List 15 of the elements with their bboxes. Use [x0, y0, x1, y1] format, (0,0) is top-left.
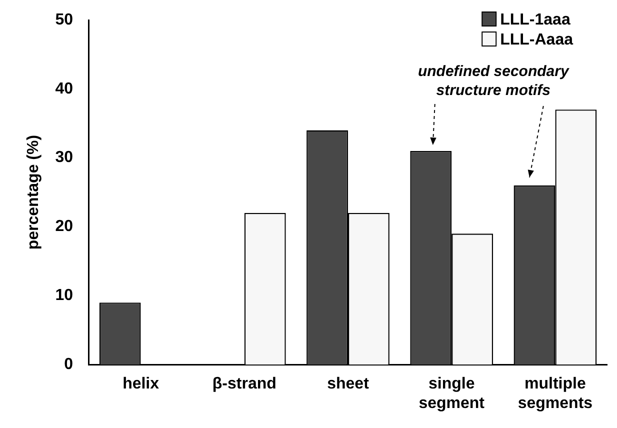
x-tick-label: multiple segments	[518, 376, 593, 412]
annotation: undefined secondary structure motifs	[416, 62, 570, 100]
x-tick-label: helix	[122, 376, 160, 393]
x-tick-label: β-strand	[212, 376, 276, 393]
y-tick-label: 20	[55, 218, 74, 236]
y-tick-label: 0	[64, 356, 74, 374]
y-tick-label: 30	[55, 149, 74, 166]
y-tick-label: 50	[55, 11, 74, 28]
y-tick-label: 40	[55, 80, 74, 98]
y-axis-title: percentage (%)	[25, 134, 42, 250]
x-tick-label: single segment	[418, 376, 486, 412]
y-tick-label: 10	[55, 287, 74, 304]
x-tick-label: sheet	[327, 376, 370, 393]
legend-label: LLL-Aaaa	[500, 31, 574, 48]
legend-label: LLL-1aaa	[500, 11, 570, 28]
